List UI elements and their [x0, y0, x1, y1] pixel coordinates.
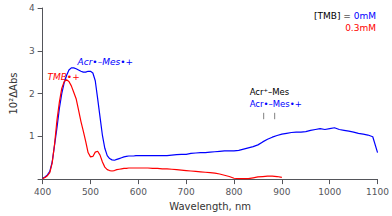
- svg-text:2: 2: [29, 89, 35, 99]
- svg-text:600: 600: [130, 187, 147, 197]
- svg-text:Acr⁺–Mes: Acr⁺–Mes: [250, 87, 290, 97]
- svg-text:400: 400: [34, 187, 51, 197]
- svg-text:500: 500: [82, 187, 99, 197]
- svg-text:900: 900: [273, 187, 290, 197]
- svg-text:1: 1: [29, 131, 35, 141]
- svg-text:10²ΔAbs: 10²ΔAbs: [8, 73, 19, 115]
- svg-text:700: 700: [178, 187, 195, 197]
- svg-text:3: 3: [29, 46, 35, 56]
- svg-text:[TMB] =: [TMB] =: [314, 11, 354, 21]
- svg-text:Acr•–Mes•+: Acr•–Mes•+: [250, 99, 302, 109]
- svg-text:1000: 1000: [318, 187, 341, 197]
- svg-text:4: 4: [29, 3, 35, 13]
- svg-text:1100: 1100: [366, 187, 389, 197]
- svg-text:0.3mM: 0.3mM: [345, 23, 376, 33]
- svg-text:Acr•–Mes•+: Acr•–Mes•+: [77, 57, 133, 67]
- svg-text:800: 800: [225, 187, 242, 197]
- svg-text:Wavelength, nm: Wavelength, nm: [169, 201, 251, 212]
- svg-text:TMB•+: TMB•+: [47, 72, 79, 82]
- svg-text:0mM: 0mM: [354, 11, 376, 21]
